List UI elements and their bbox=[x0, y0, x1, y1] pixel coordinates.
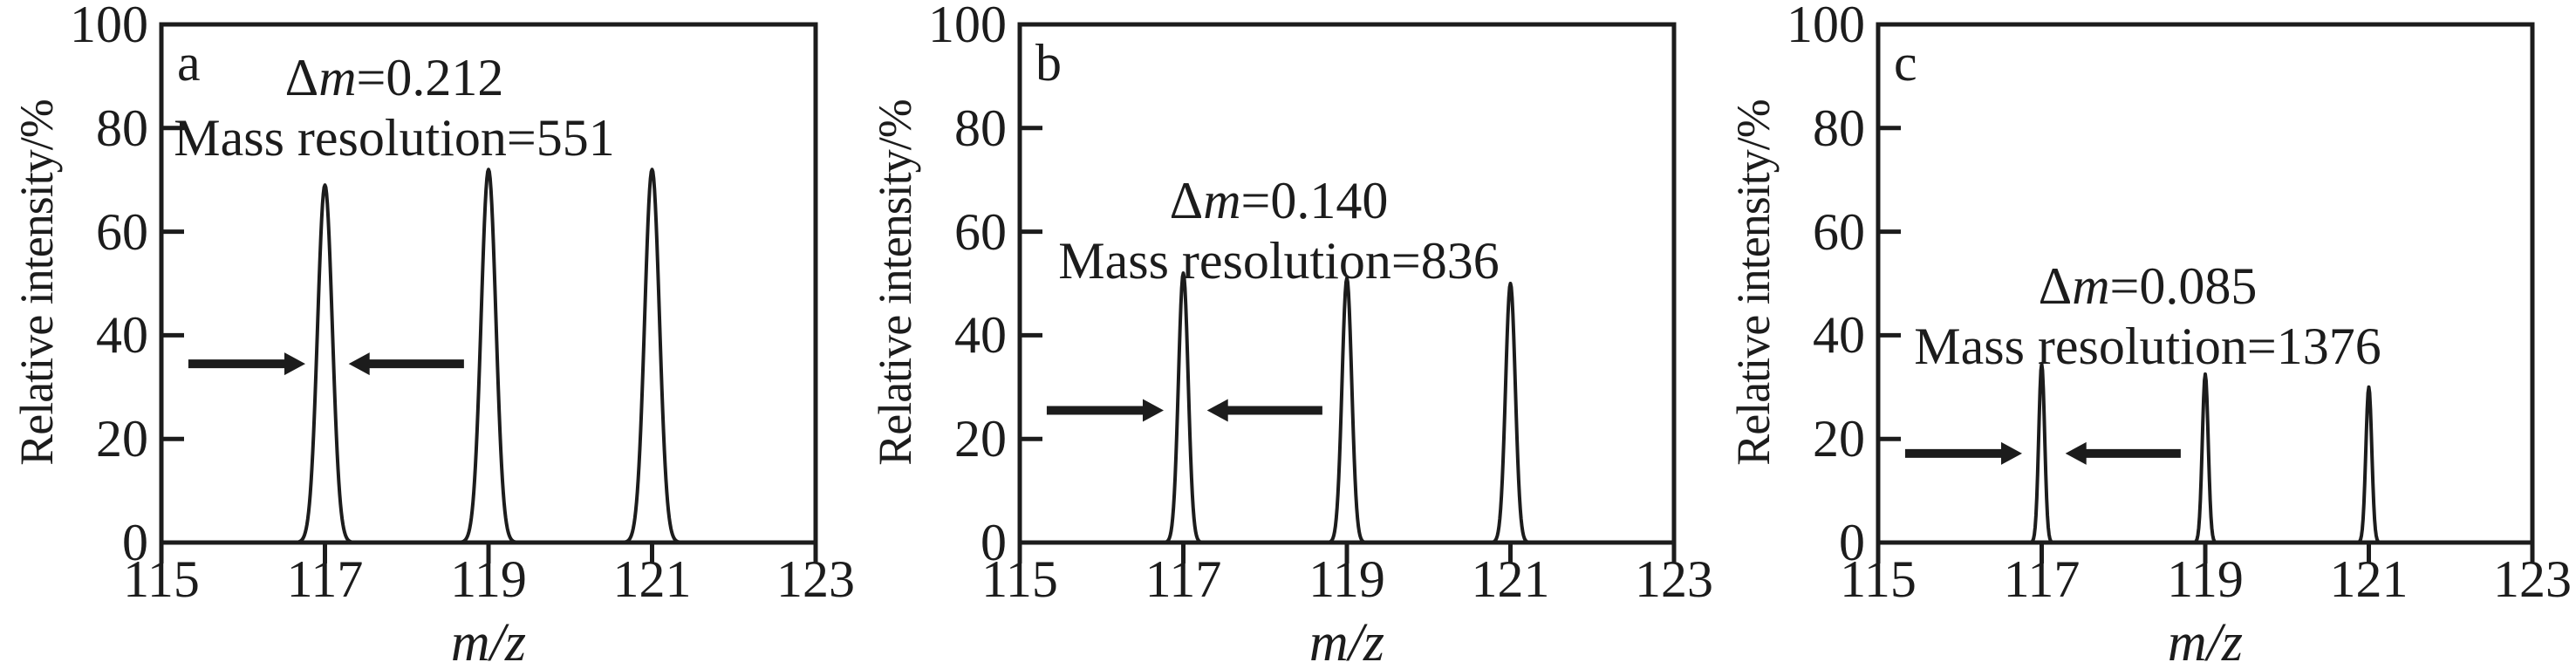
mass-resolution-annotation: Mass resolution=551 bbox=[174, 109, 615, 167]
x-tick-label-119: 119 bbox=[2167, 550, 2244, 608]
y-axis-label: Relative intensity/% bbox=[869, 99, 921, 466]
x-tick-label-117: 117 bbox=[2003, 550, 2081, 608]
spectrum-plot-c bbox=[1876, 22, 2535, 563]
delta-variable: m bbox=[318, 49, 357, 106]
panel-c: Relative intensity/% 100 80 60 40 20 0 1… bbox=[1717, 0, 2576, 669]
panel-b: Relative intensity/% 100 80 60 40 20 0 1… bbox=[858, 0, 1717, 669]
panel-a: Relative intensity/% 100 80 60 40 20 0 1… bbox=[0, 0, 858, 669]
delta-variable: m bbox=[1203, 172, 1241, 229]
x-tick-label-117: 117 bbox=[1145, 550, 1222, 608]
x-tick-label-119: 119 bbox=[450, 550, 527, 608]
panel-letter: a bbox=[177, 34, 201, 92]
y-axis-label: Relative intensity/% bbox=[1727, 99, 1780, 466]
delta-value: =0.140 bbox=[1240, 172, 1389, 229]
x-tick-label-115: 115 bbox=[123, 550, 200, 608]
x-axis-label: m/z bbox=[450, 613, 527, 669]
x-tick-label-119: 119 bbox=[1308, 550, 1385, 608]
y-tick-label-0: 0 bbox=[1839, 514, 1865, 571]
x-tick-label-121: 121 bbox=[1471, 550, 1550, 608]
y-tick-label-20: 20 bbox=[1813, 410, 1865, 468]
plot-box bbox=[159, 22, 818, 545]
y-tick-label-40: 40 bbox=[954, 306, 1007, 364]
mass-resolution-annotation: Mass resolution=1376 bbox=[1914, 317, 2381, 375]
mass-resolution-annotation: Mass resolution=836 bbox=[1058, 232, 1500, 290]
fwhm-arrow-left-head bbox=[2001, 441, 2022, 465]
fwhm-arrow-right-head bbox=[2065, 441, 2087, 465]
fwhm-arrow-right-head bbox=[348, 352, 370, 376]
y-axis-label: Relative intensity/% bbox=[10, 99, 63, 466]
delta-symbol: Δ bbox=[2038, 257, 2073, 315]
fwhm-arrow-left-head bbox=[284, 352, 305, 376]
y-tick-label-60: 60 bbox=[1813, 203, 1865, 261]
y-tick-label-20: 20 bbox=[954, 410, 1007, 468]
delta-symbol: Δ bbox=[1169, 172, 1204, 229]
x-tick-label-121: 121 bbox=[612, 550, 692, 608]
plot-box bbox=[1017, 22, 1677, 545]
plot-box bbox=[1876, 22, 2535, 545]
y-tick-label-0: 0 bbox=[122, 514, 148, 571]
delta-m-annotation: Δm=0.085 bbox=[2039, 260, 2258, 312]
x-tick-label-123: 123 bbox=[1635, 550, 1713, 608]
y-tick-label-40: 40 bbox=[1813, 306, 1865, 364]
x-tick-label-117: 117 bbox=[286, 550, 364, 608]
delta-value: =0.212 bbox=[356, 49, 504, 106]
delta-m-annotation: Δm=0.212 bbox=[285, 51, 504, 104]
fwhm-arrow-left-head bbox=[1143, 399, 1164, 422]
x-axis-label: m/z bbox=[2167, 613, 2244, 669]
x-axis-label: m/z bbox=[1308, 613, 1385, 669]
spectrum-curve bbox=[160, 167, 817, 544]
spectrum-curve bbox=[1018, 271, 1676, 544]
spectrum-plot-a bbox=[159, 22, 818, 563]
y-tick-label-100: 100 bbox=[928, 0, 1007, 53]
spectrum-curve bbox=[1876, 362, 2534, 544]
y-tick-label-80: 80 bbox=[96, 99, 148, 157]
x-tick-label-123: 123 bbox=[2493, 550, 2572, 608]
y-tick-label-100: 100 bbox=[1787, 0, 1865, 53]
y-tick-label-80: 80 bbox=[954, 99, 1007, 157]
y-tick-label-60: 60 bbox=[96, 203, 148, 261]
x-tick-label-123: 123 bbox=[776, 550, 855, 608]
y-tick-label-80: 80 bbox=[1813, 99, 1865, 157]
panel-letter: b bbox=[1035, 34, 1062, 92]
x-tick-label-115: 115 bbox=[1840, 550, 1917, 608]
y-tick-label-60: 60 bbox=[954, 203, 1007, 261]
x-tick-label-115: 115 bbox=[981, 550, 1058, 608]
y-tick-label-40: 40 bbox=[96, 306, 148, 364]
delta-symbol: Δ bbox=[284, 49, 319, 106]
delta-variable: m bbox=[2072, 257, 2110, 315]
y-tick-label-100: 100 bbox=[70, 0, 148, 53]
panel-letter: c bbox=[1894, 34, 1917, 92]
fwhm-arrow-right-head bbox=[1206, 399, 1228, 422]
delta-m-annotation: Δm=0.140 bbox=[1170, 174, 1389, 227]
spectrum-plot-b bbox=[1017, 22, 1677, 563]
y-tick-label-0: 0 bbox=[981, 514, 1007, 571]
delta-value: =0.085 bbox=[2109, 257, 2258, 315]
x-tick-label-121: 121 bbox=[2329, 550, 2409, 608]
y-tick-label-20: 20 bbox=[96, 410, 148, 468]
